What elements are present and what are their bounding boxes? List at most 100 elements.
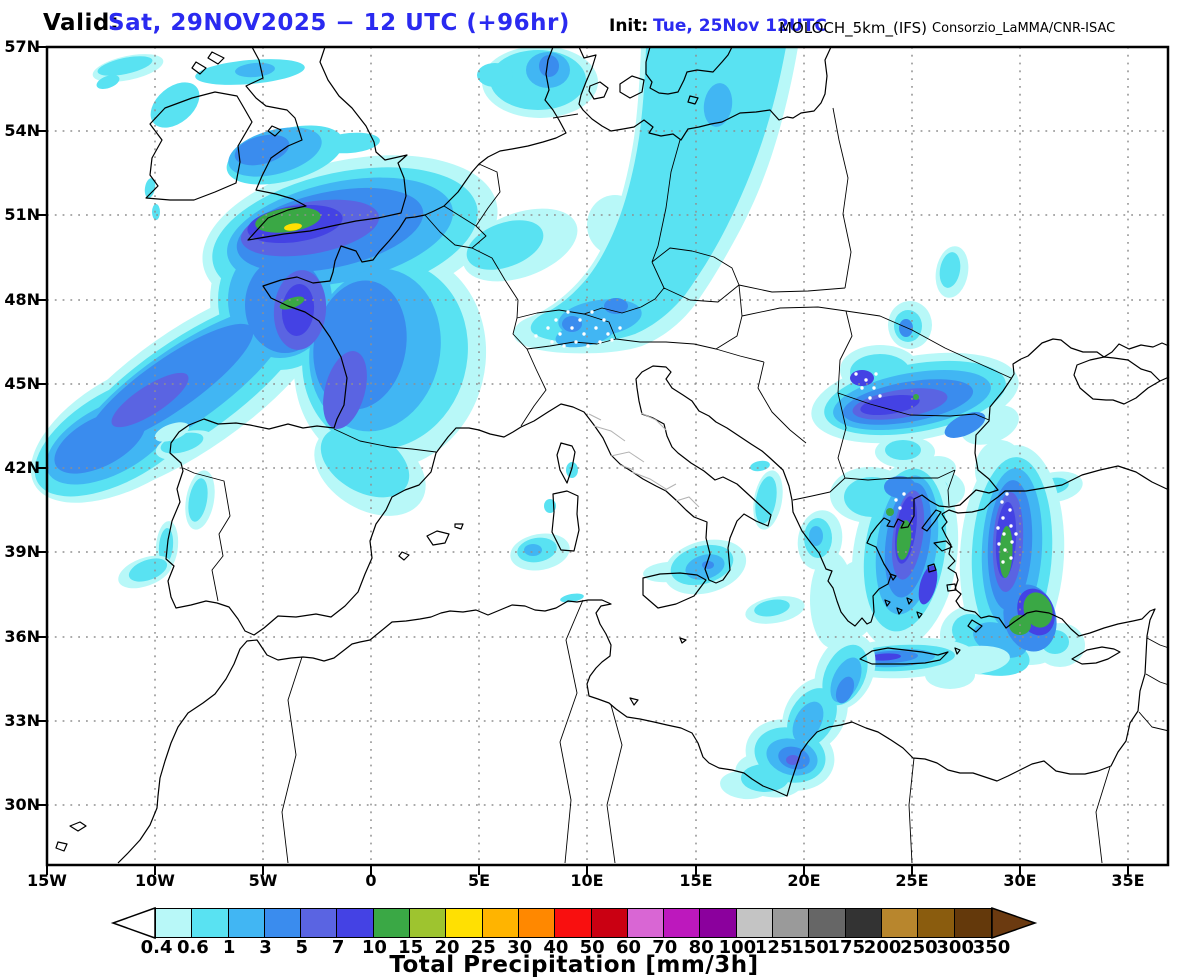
- colorbar-cell: [192, 909, 229, 937]
- colorbar-cell: [301, 909, 338, 937]
- colorbar-tick-label: 10: [361, 937, 387, 958]
- precip-region-libya-arc: [720, 633, 876, 800]
- colorbar-tick-label: 0.6: [176, 937, 209, 958]
- colorbar-underflow-arrow: [110, 906, 156, 940]
- colorbar-cells: [155, 908, 992, 938]
- coast-islands: [55, 51, 1121, 852]
- precip-region-denmark: [477, 46, 598, 118]
- map-canvas: [30, 45, 1170, 875]
- coast-sweden: [645, 46, 733, 95]
- coast-baltic: [578, 46, 832, 141]
- precip-region-central-med-patches: [510, 460, 843, 624]
- valid-value: Sat, 29NOV2025 − 12 UTC (+96hr): [108, 10, 570, 36]
- lat-label: 36N: [4, 627, 40, 646]
- coast-ireland: [145, 91, 253, 201]
- lat-label: 57N: [4, 37, 40, 56]
- colorbar-cell: [446, 909, 483, 937]
- precip-region-north-aegean: [810, 460, 959, 650]
- colorbar-cell: [664, 909, 701, 937]
- lon-label: 35E: [1111, 871, 1145, 890]
- colorbar-overflow-arrow: [991, 906, 1038, 940]
- colorbar-cell: [482, 909, 519, 937]
- colorbar-cell: [373, 909, 411, 937]
- snow-stipple: [534, 310, 1018, 564]
- lat-label: 33N: [4, 711, 40, 730]
- lat-label: 42N: [4, 458, 40, 477]
- lon-label: 5W: [248, 871, 278, 890]
- colorbar-tick-label: 150: [791, 937, 829, 958]
- init-value: Tue, 25Nov 12UTC: [653, 16, 827, 36]
- lon-label: 15W: [27, 871, 67, 890]
- colorbar-cell: [845, 909, 882, 937]
- precip-region-scotland-streaks: [92, 54, 305, 220]
- colorbar-tick-label: 300: [936, 937, 974, 958]
- lat-label: 45N: [4, 374, 40, 393]
- map-frame: [45, 45, 1170, 867]
- precip-region-west-turkey: [925, 440, 1085, 689]
- coastlines: [55, 46, 1170, 864]
- colorbar-tick-label: 7: [331, 937, 345, 958]
- colorbar-cell: [954, 909, 991, 937]
- colorbar-tick-label: 200: [863, 937, 902, 958]
- precip-region-iberia-patches: [118, 422, 215, 589]
- colorbar-cell: [773, 909, 810, 937]
- lat-label: 51N: [4, 205, 40, 224]
- coast-africa-anatolia: [117, 465, 1170, 864]
- lat-label: 30N: [4, 795, 40, 814]
- colorbar-tick-label: 60: [615, 937, 642, 958]
- colorbar-cell: [881, 909, 919, 937]
- lat-label: 48N: [4, 290, 40, 309]
- colorbar-tick-label: 70: [652, 937, 678, 958]
- lon-label: 5E: [467, 871, 491, 890]
- precip-region-romania-bulgaria: [811, 246, 1083, 512]
- colorbar-cell: [410, 909, 447, 937]
- lon-label: 10E: [570, 871, 604, 890]
- valid-label: Valid:: [43, 10, 120, 36]
- colorbar-cell: [228, 909, 265, 937]
- colorbar-tick-label: 350: [972, 937, 1011, 958]
- colorbar-cell: [627, 909, 665, 937]
- precip-region-irish-sea: [226, 125, 380, 185]
- colorbar-tick-label: 3: [259, 937, 272, 958]
- colorbar-tick-label: 100: [718, 937, 757, 958]
- model-name: MOLOCH_5km_(IFS): [779, 19, 927, 37]
- lon-label: 30E: [1003, 871, 1037, 890]
- colorbar-cell: [337, 909, 374, 937]
- colorbar-cell: [555, 909, 592, 937]
- colorbar-tick-label: 50: [579, 937, 605, 958]
- country-borders: [182, 107, 1170, 864]
- colorbar-tick-label: 0.4: [140, 937, 173, 958]
- axis-ticks: [37, 46, 1129, 875]
- colorbar-cell: [736, 909, 774, 937]
- colorbar-tick-label: 1: [222, 937, 236, 958]
- colorbar-tick-label: 40: [543, 937, 569, 958]
- lon-label: 15E: [679, 871, 713, 890]
- colorbar-tick-label: 80: [688, 937, 714, 958]
- colorbar-tick-label: 15: [398, 937, 424, 958]
- colorbar-tick-label: 175: [827, 937, 866, 958]
- credit: Consorzio_LaMMA/CNR-ISAC: [932, 21, 1116, 36]
- colorbar-cell: [156, 909, 193, 937]
- colorbar-cell: [518, 909, 556, 937]
- colorbar-tick-label: 25: [470, 937, 496, 958]
- colorbar-tick-label: 250: [900, 937, 938, 958]
- colorbar-tick-label: 125: [754, 937, 793, 958]
- colorbar-title: Total Precipitation [mm/3h]: [389, 952, 759, 978]
- colorbar-tick-label: 5: [295, 937, 309, 958]
- colorbar-cell: [700, 909, 737, 937]
- lon-label: 25E: [895, 871, 929, 890]
- italy-region-borders: [588, 412, 700, 508]
- colorbar-tick-label: 30: [507, 937, 533, 958]
- colorbar-cell: [809, 909, 846, 937]
- lat-label: 39N: [4, 542, 40, 561]
- lon-label: 20E: [787, 871, 821, 890]
- coast-crimea: [1073, 356, 1170, 405]
- coast-europe-mainland: [165, 46, 1170, 636]
- lon-label: 10W: [135, 871, 175, 890]
- precip-region-atlantic-front: [30, 155, 578, 516]
- colorbar-cell: [918, 909, 955, 937]
- lon-label: 0: [365, 871, 377, 890]
- precip-region-baltic-alps-band: [513, 47, 798, 354]
- init-label: Init:: [609, 16, 649, 36]
- lat-label: 54N: [4, 121, 40, 140]
